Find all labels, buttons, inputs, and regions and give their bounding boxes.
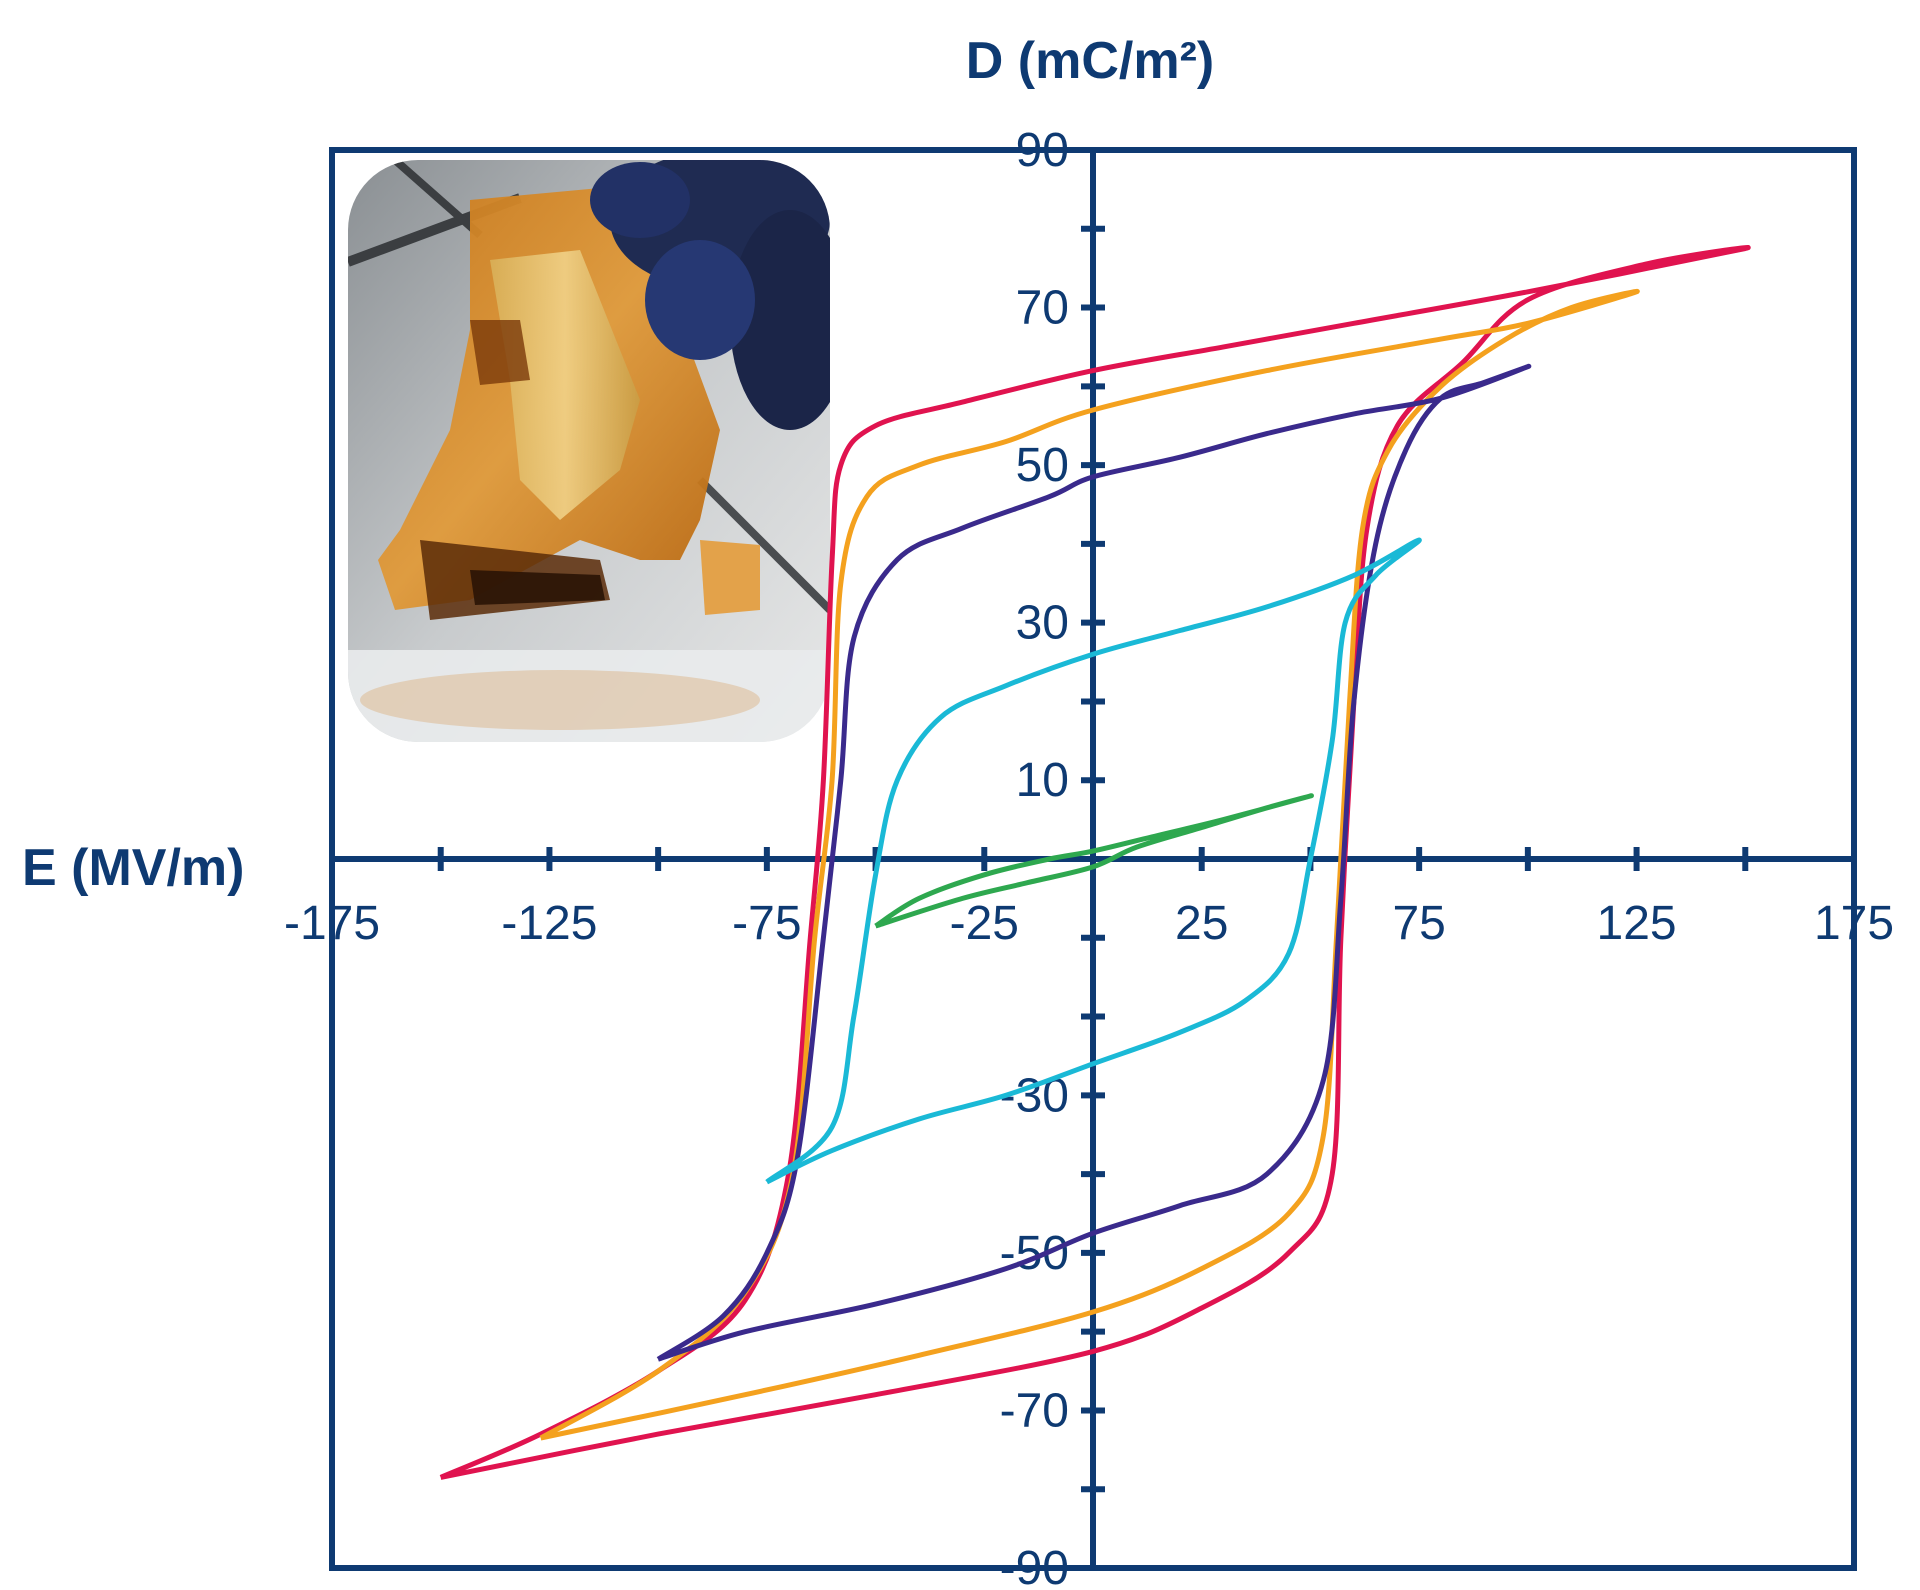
x-tick-label: -125 xyxy=(501,897,597,950)
x-tick-label: 75 xyxy=(1392,897,1445,950)
x-tick-label: -25 xyxy=(950,897,1019,950)
series-line-4 xyxy=(765,537,1422,1185)
series-line-2 xyxy=(539,288,1640,1441)
y-tick-label: 90 xyxy=(1016,124,1069,177)
y-axis-label: D (mC/m²) xyxy=(966,32,1214,90)
y-tick-label: -70 xyxy=(1000,1384,1069,1437)
x-tick-label: 175 xyxy=(1814,897,1894,950)
inset-photo xyxy=(348,160,830,742)
y-tick-label: 70 xyxy=(1016,282,1069,335)
y-tick-label: 30 xyxy=(1016,597,1069,650)
series-line-1 xyxy=(439,244,1751,1480)
y-tick-label: -90 xyxy=(1000,1542,1069,1590)
x-tick-label: 125 xyxy=(1597,897,1677,950)
x-tick-label: -75 xyxy=(732,897,801,950)
series-line-5 xyxy=(874,793,1314,929)
x-axis-label: E (MV/m) xyxy=(22,839,244,897)
y-tick-label: 10 xyxy=(1016,754,1069,807)
y-tick-label: 50 xyxy=(1016,439,1069,492)
y-tick-label: -50 xyxy=(1000,1227,1069,1280)
x-tick-label: -175 xyxy=(284,897,380,950)
x-tick-label: 25 xyxy=(1175,897,1228,950)
series-layer xyxy=(439,244,1751,1480)
series-line-3 xyxy=(656,363,1532,1362)
